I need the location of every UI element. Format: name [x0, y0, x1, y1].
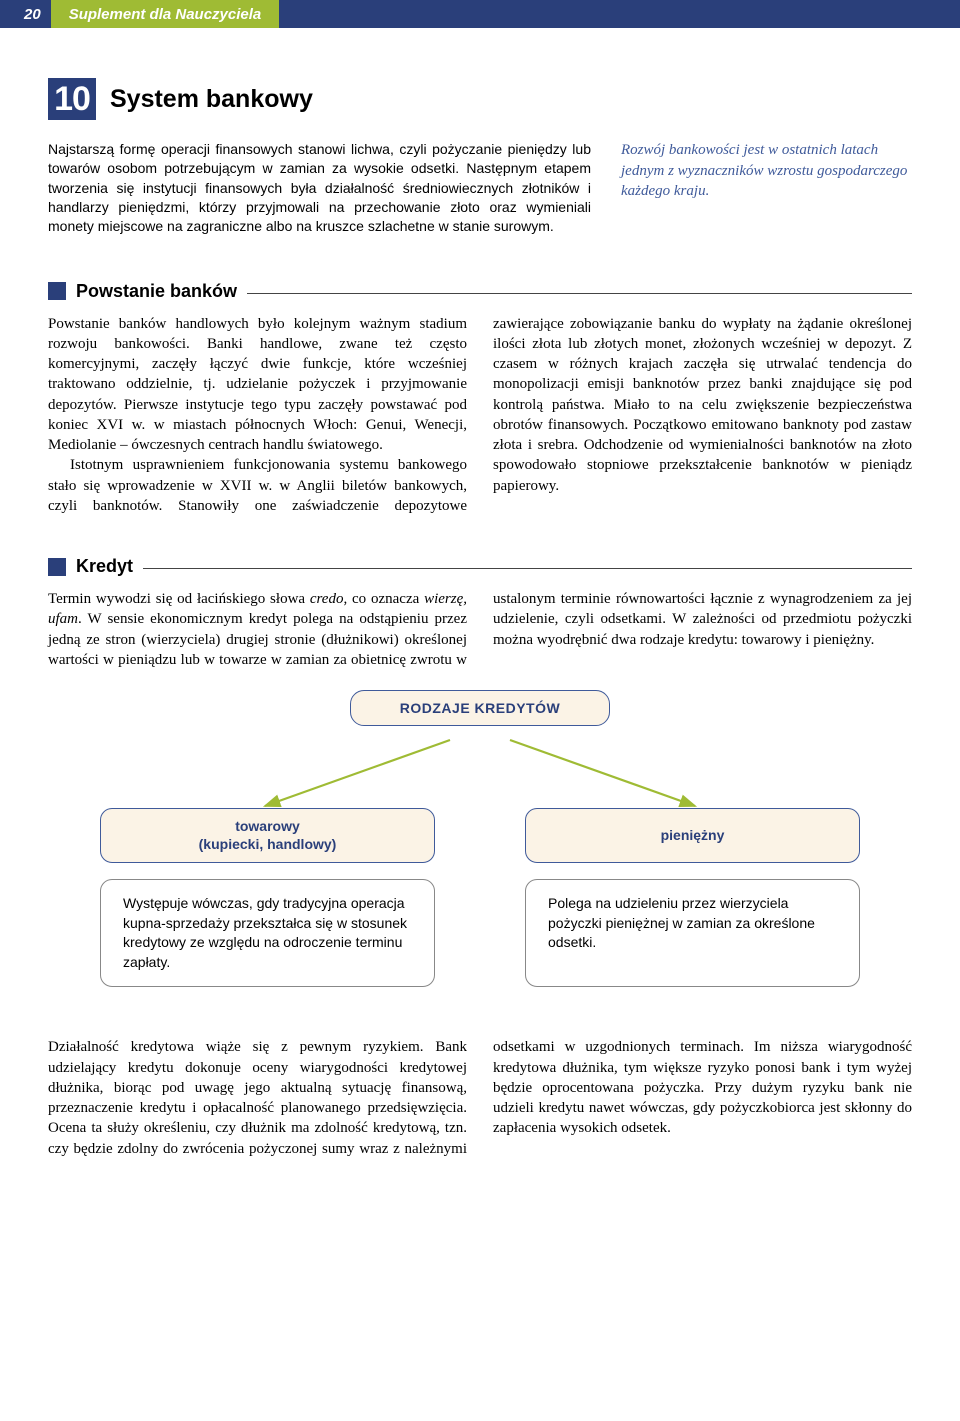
t: Termin wywodzi się od łacińskiego słowa — [48, 591, 310, 607]
page-number: 20 — [0, 6, 51, 23]
section1-body: Powstanie banków handlowych było kolejny… — [48, 314, 912, 517]
diagram-root-box: RODZAJE KREDYTÓW — [350, 690, 610, 726]
header-bar: 20 Suplement dla Nauczyciela — [0, 0, 960, 28]
section-heading-2: Kredyt — [48, 556, 912, 577]
bottom-p: Działalność kredytowa wiąże się z pewnym… — [48, 1037, 912, 1159]
page-content: 10 System bankowy Najstarszą formę opera… — [0, 28, 960, 1189]
intro-section: Najstarszą formę operacji finansowych st… — [48, 140, 912, 237]
t: credo — [310, 591, 344, 607]
section1-p1: Powstanie banków handlowych było kolejny… — [48, 314, 467, 456]
section2-body: Termin wywodzi się od łacińskiego słowa … — [48, 589, 912, 670]
t: , co oznacza — [343, 591, 424, 607]
header-title: Suplement dla Nauczyciela — [51, 0, 280, 28]
chapter-title: System bankowy — [110, 85, 313, 114]
t: do zwrócenia pożyczonej sumy wraz z nale… — [163, 1039, 912, 1156]
section-heading-1: Powstanie banków — [48, 281, 912, 302]
chapter-heading: 10 System bankowy — [48, 78, 912, 120]
section-rule — [143, 568, 912, 569]
branch-left-desc: Występuje wówczas, gdy tradycyjna operac… — [100, 879, 435, 987]
branch-right-desc: Polega na udzieleniu przez wierzyciela p… — [525, 879, 860, 987]
credit-types-diagram: RODZAJE KREDYTÓW towarowy (kupiecki, han… — [48, 690, 912, 987]
chapter-number: 10 — [48, 78, 96, 120]
branch-right-label: pieniężny — [525, 808, 860, 863]
branch-descs: Występuje wówczas, gdy tradycyjna operac… — [48, 879, 912, 987]
section-title-1: Powstanie banków — [76, 281, 237, 302]
branch-labels: towarowy (kupiecki, handlowy) pieniężny — [48, 808, 912, 863]
section-rule — [247, 293, 912, 294]
section2-p1: Termin wywodzi się od łacińskiego słowa … — [48, 589, 912, 670]
section-bullet-icon — [48, 558, 66, 576]
t: Działalność kredytowa wiąże się z pewnym… — [48, 1039, 467, 1156]
diagram-arrows — [100, 736, 860, 814]
branch-left-label: towarowy (kupiecki, handlowy) — [100, 808, 435, 863]
section-title-2: Kredyt — [76, 556, 133, 577]
callout: Rozwój bankowości jest w ostatnich latac… — [621, 140, 912, 237]
bottom-body: Działalność kredytowa wiąże się z pewnym… — [48, 1037, 912, 1159]
section-bullet-icon — [48, 282, 66, 300]
intro-text: Najstarszą formę operacji finansowych st… — [48, 140, 591, 237]
